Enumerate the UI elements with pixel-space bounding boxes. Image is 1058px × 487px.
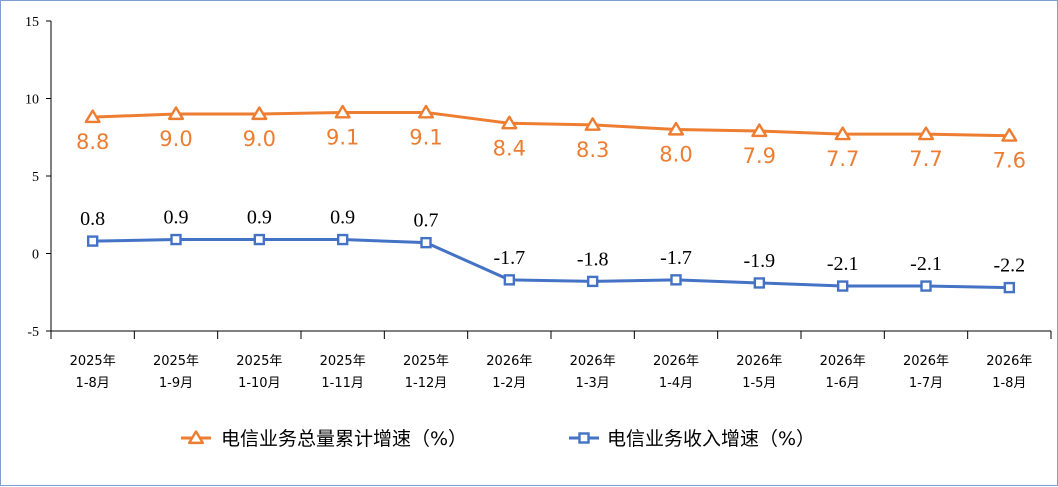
square-marker <box>170 233 182 246</box>
square-marker <box>336 233 349 246</box>
data-label: 8.3 <box>576 138 609 162</box>
x-tick-label: 2026年 1-5月 <box>736 354 782 391</box>
x-tick-label: 2026年 1-4月 <box>653 354 699 391</box>
square-marker <box>86 235 99 247</box>
x-tick-label: 2026年 1-7月 <box>903 354 949 391</box>
x-tick-label: 2026年 1-8月 <box>986 354 1032 391</box>
square-marker <box>753 277 766 289</box>
data-label: 9.1 <box>326 125 359 149</box>
y-tick-label: 0 <box>32 248 39 263</box>
square-marker <box>586 275 599 288</box>
triangle-marker <box>1001 127 1018 142</box>
data-label: -1.7 <box>493 247 525 269</box>
triangle-marker <box>84 109 101 124</box>
data-label: -1.8 <box>577 248 609 270</box>
triangle-marker <box>834 126 851 141</box>
triangle-marker <box>167 106 185 121</box>
x-tick-label: 2026年 1-6月 <box>820 354 866 391</box>
data-label: -1.7 <box>660 247 692 269</box>
data-label: 0.7 <box>414 210 439 232</box>
legend-label-2: 电信业务收入增速（%） <box>607 428 815 450</box>
triangle-marker <box>187 430 205 445</box>
triangle-marker <box>501 115 518 130</box>
triangle-marker <box>751 123 768 138</box>
x-tick-label: 2025年 1-8月 <box>70 354 116 391</box>
data-label: 8.4 <box>493 136 526 160</box>
data-label: -1.9 <box>743 250 775 272</box>
square-marker <box>420 236 432 249</box>
data-label: -2.2 <box>993 255 1025 277</box>
data-label: 0.9 <box>247 207 272 229</box>
triangle-marker <box>584 117 601 131</box>
square-marker <box>1003 281 1016 294</box>
series-line-1 <box>92 110 1010 138</box>
data-label: 8.8 <box>76 130 109 154</box>
data-label: 9.0 <box>243 127 276 151</box>
triangle-marker <box>251 106 268 121</box>
y-axis-ticks: 15 10 5 0 -5 <box>25 15 51 340</box>
square-marker <box>836 280 849 292</box>
data-label: -2.1 <box>827 253 859 275</box>
data-label: 0.8 <box>80 208 105 230</box>
data-label: -2.1 <box>910 253 942 275</box>
data-label: 7.6 <box>993 149 1026 173</box>
y-tick-label: -5 <box>27 325 39 340</box>
triangle-marker <box>917 126 935 141</box>
triangle-marker <box>417 104 435 119</box>
y-tick-label: 10 <box>25 93 39 108</box>
x-tick-label: 2026年 1-3月 <box>570 354 616 391</box>
legend-label-1: 电信业务总量累计增速（%） <box>221 428 467 450</box>
data-label: 7.7 <box>826 147 859 171</box>
x-tick-label: 2025年 1-10月 <box>236 354 282 391</box>
data-label: 9.0 <box>159 127 192 151</box>
x-tick-label: 2025年 1-9月 <box>153 354 199 391</box>
data-label: 0.9 <box>164 207 189 229</box>
series-line-2 <box>92 238 1010 290</box>
triangle-marker <box>334 104 351 119</box>
data-label: 7.9 <box>743 144 776 168</box>
data-label: 8.0 <box>659 143 692 167</box>
series-lines <box>84 104 1018 294</box>
x-tick-label: 2026年 1-2月 <box>486 354 532 391</box>
data-label: 0.9 <box>330 207 355 229</box>
axes <box>50 21 1051 332</box>
triangle-marker <box>667 121 685 136</box>
square-marker <box>503 274 516 286</box>
y-tick-label: 5 <box>32 170 39 185</box>
data-labels: 8.8 9.0 9.0 9.1 9.1 8.4 8.3 8.0 7.9 7.7 7.7 7.6 0.8 0… <box>76 125 1026 276</box>
x-tick-label: 2025年 1-11月 <box>320 354 366 391</box>
x-tick-label: 2025年 1-12月 <box>403 354 449 391</box>
square-marker <box>670 274 682 286</box>
square-marker <box>578 432 590 444</box>
square-marker <box>253 233 266 246</box>
x-axis-ticks: 2025年 1-8月 2025年 1-9月 2025年 1-10月 2025年 1-11月 20… <box>50 331 1052 391</box>
legend: 电信业务总量累计增速（%） 电信业务收入增速（%） <box>181 428 815 450</box>
square-marker <box>920 280 932 292</box>
y-tick-label: 15 <box>25 15 39 30</box>
data-label: 9.1 <box>409 125 442 149</box>
data-label: 7.7 <box>909 147 942 171</box>
